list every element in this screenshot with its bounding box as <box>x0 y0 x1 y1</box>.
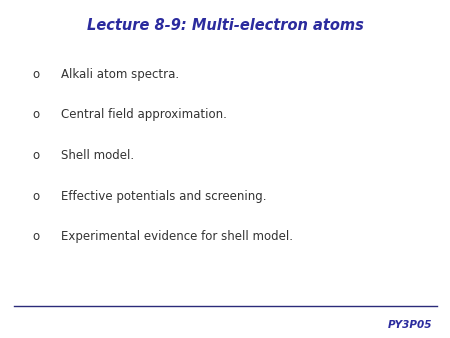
Text: Shell model.: Shell model. <box>61 149 134 162</box>
Text: Central field approximation.: Central field approximation. <box>61 108 227 121</box>
Text: Alkali atom spectra.: Alkali atom spectra. <box>61 68 179 81</box>
Text: o: o <box>32 149 40 162</box>
Text: Effective potentials and screening.: Effective potentials and screening. <box>61 190 266 202</box>
Text: o: o <box>32 108 40 121</box>
Text: o: o <box>32 68 40 81</box>
Text: Experimental evidence for shell model.: Experimental evidence for shell model. <box>61 230 293 243</box>
Text: o: o <box>32 230 40 243</box>
Text: o: o <box>32 190 40 202</box>
Text: PY3P05: PY3P05 <box>387 320 432 330</box>
Text: Lecture 8-9: Multi-electron atoms: Lecture 8-9: Multi-electron atoms <box>86 18 364 33</box>
